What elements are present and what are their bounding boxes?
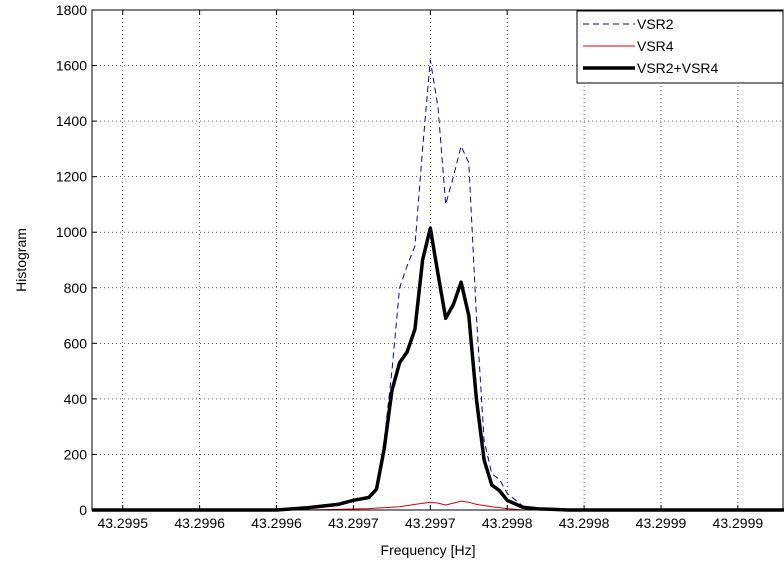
y-tick-label: 400 <box>64 391 88 407</box>
y-tick-label: 600 <box>64 335 88 351</box>
y-tick-label: 0 <box>79 502 87 518</box>
x-tick-label: 43.2999 <box>636 515 687 531</box>
series-line-vsr2 <box>92 59 784 511</box>
y-tick-label: 800 <box>64 280 88 296</box>
series-line-vsr2-vsr4 <box>92 226 784 512</box>
x-tick-label: 43.2997 <box>405 515 456 531</box>
series-lines <box>92 59 784 512</box>
x-tick-label: 43.2995 <box>97 515 148 531</box>
legend-label: VSR4 <box>637 38 674 54</box>
legend-label: VSR2 <box>637 16 674 32</box>
y-tick-label: 1800 <box>56 2 87 18</box>
y-tick-label: 200 <box>64 446 88 462</box>
x-tick-label: 43.2998 <box>559 515 610 531</box>
x-tick-label: 43.2996 <box>251 515 302 531</box>
y-tick-label: 1000 <box>56 224 87 240</box>
legend-box <box>576 10 784 84</box>
y-tick-label: 1200 <box>56 169 87 185</box>
x-axis-label: Frequency [Hz] <box>381 542 476 558</box>
legend-label: VSR2+VSR4 <box>637 60 719 76</box>
x-tick-label: 43.2996 <box>174 515 225 531</box>
y-tick-label: 1600 <box>56 58 87 74</box>
axis-ticks: 43.2995 43.2996 43.2996 43.2997 43.2997 43.29… <box>56 2 764 531</box>
series-line-vsr4 <box>92 500 784 511</box>
plot-frame <box>91 9 784 511</box>
x-tick-label: 43.2997 <box>328 515 379 531</box>
x-tick-label: 43.2999 <box>713 515 764 531</box>
x-tick-label: 43.2998 <box>482 515 533 531</box>
grid-lines <box>92 9 784 511</box>
y-tick-label: 1400 <box>56 113 87 129</box>
y-axis-label: Histogram <box>13 228 29 292</box>
legend: VSR2 VSR4 VSR2+VSR4 <box>576 10 784 84</box>
